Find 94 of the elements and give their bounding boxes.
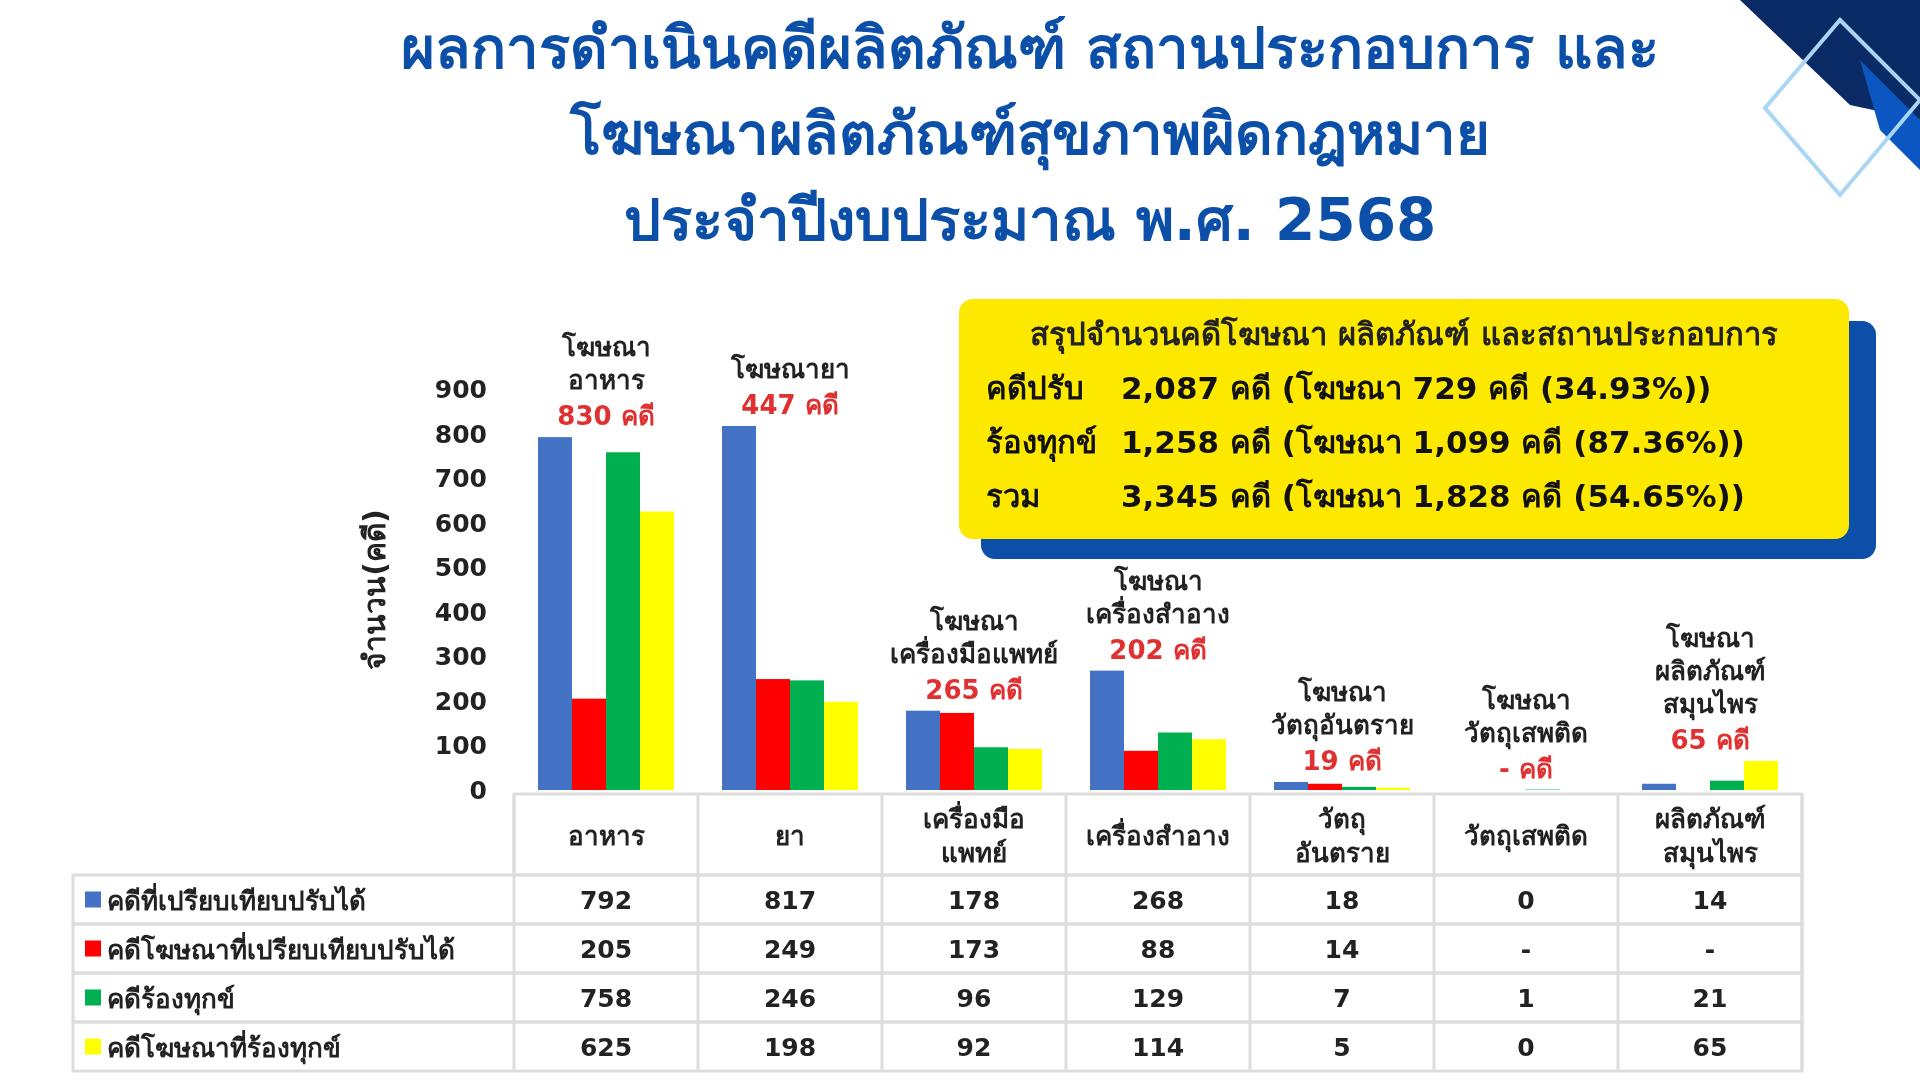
data-label: 792 [579,885,633,915]
data-label: 7 [1333,983,1351,1013]
bar [974,747,1008,790]
text: โฆษณายา [729,352,850,384]
annotation: 265 คดี [925,674,1023,705]
data-label: 758 [579,983,633,1013]
data-label: 246 [763,983,817,1013]
data-label: 625 [579,1032,633,1062]
x-tick-label: เครื่องมือ แพทย์ [923,799,1025,868]
x-tick-label: วัตถุเสพติด [1464,820,1588,853]
y-tick-label: 400 [434,597,487,627]
text: - [1520,934,1532,964]
legend-label: คดีโฆษณาที่ร้องทุกข์ [107,1028,341,1065]
bar [640,511,674,790]
bar [940,712,974,790]
data-label: 249 [763,934,817,964]
text: สรุปจำนวนคดีโฆษณา ผลิตภัณฑ์ และสถานประกอบการ [1030,316,1778,354]
annotation: โฆษณา ผลิตภัณฑ์ สมุนไพร [1654,622,1766,722]
bar [1710,780,1744,790]
y-axis-title: จำนวน(คดี) [357,509,392,670]
bar [1342,786,1376,790]
bar [824,701,858,790]
bar [1008,749,1042,790]
data-label: 129 [1131,983,1185,1013]
annotation: รวม [986,478,1040,514]
data-label: 65 [1692,1032,1728,1062]
y-tick-label: 0 [469,776,487,805]
annotation: 447 คดี [741,389,839,420]
bar [1158,732,1192,790]
annotation: - คดี [1499,753,1553,784]
data-label: 88 [1140,934,1176,964]
bar [790,680,824,790]
bar [1308,783,1342,790]
y-tick-label: 100 [434,731,487,761]
annotation: โฆษณา วัตถุอันตราย [1270,675,1414,742]
annotation: 65 คดี [1670,725,1750,756]
data-label: 14 [1324,934,1360,964]
annotation: โฆษณา วัตถุเสพติด [1464,683,1588,750]
annotation: 830 คดี [557,401,655,432]
annotation: 1,258 คดี (โฆษณา 1,099 คดี (87.36%)) [1121,424,1745,460]
annotation: คดีปรับ [986,370,1084,406]
bar [906,710,940,790]
data-label: 205 [579,934,633,964]
bar [1274,781,1308,790]
data-label: 268 [1131,885,1185,915]
y-tick-label: 800 [434,419,487,449]
data-label: 92 [956,1032,992,1062]
y-tick-label: 900 [434,375,487,404]
data-label: 114 [1131,1032,1185,1062]
bar [1642,783,1676,790]
y-tick-label: 700 [434,464,487,494]
x-tick-label: วัตถุ อันตราย [1294,803,1390,868]
data-label: 5 [1333,1032,1351,1062]
data-label: 0 [1517,1032,1535,1062]
data-label: 178 [947,885,1001,915]
bar [572,698,606,790]
y-tick-label: 600 [434,508,487,538]
bar [1744,761,1778,790]
bar [1192,739,1226,790]
x-tick-label: ผลิตภัณฑ์ สมุนไพร [1654,803,1766,870]
data-label: 14 [1692,885,1728,915]
data-label: 173 [947,934,1001,964]
data-label: 21 [1692,983,1728,1013]
annotation: 3,345 คดี (โฆษณา 1,828 คดี (54.65%)) [1121,478,1745,514]
data-label: 198 [763,1032,817,1062]
annotation: โฆษณา เครื่องสำอาง [1086,564,1230,629]
data-label: 817 [763,885,817,915]
annotation: 202 คดี [1109,634,1207,665]
annotation: 2,087 คดี (โฆษณา 729 คดี (34.93%)) [1121,370,1712,406]
annotation: โฆษณา เครื่องมือแพทย์ [890,604,1058,669]
legend-label: คดีโฆษณาที่เปรียบเทียบปรับได้ [107,930,455,965]
data-label: 0 [1517,885,1535,915]
legend-label: คดีร้องทุกข์ [107,983,235,1016]
bar [606,452,640,790]
bar [1124,750,1158,790]
annotation: 19 คดี [1302,745,1382,776]
bar [1090,670,1124,790]
text: - [1704,934,1716,964]
bar [722,425,756,790]
y-tick-label: 200 [434,686,487,716]
data-label: 96 [956,983,992,1013]
x-tick-label: อาหาร [567,820,645,851]
data-label: 1 [1517,983,1535,1013]
bar [756,679,790,790]
annotation: ร้องทุกข์ [986,424,1097,462]
bar [538,437,572,790]
data-label: 18 [1324,885,1360,915]
x-tick-label: ยา [775,820,805,851]
y-tick-label: 500 [434,553,487,583]
y-tick-label: 300 [434,642,487,672]
x-tick-label: เครื่องสำอาง [1086,816,1230,851]
chart-title: ผลการดำเนินคดีผลิตภัณฑ์ สถานประกอบการ และ โฆษณาผลิตภัณฑ์สุขภาพผิดกฎหมาย ประจำปีงบประมาณ พ.ศ. 2568 [401,14,1659,254]
annotation: โฆษณา อาหาร [560,331,651,396]
legend-label: คดีที่เปรียบเทียบปรับได้ [107,881,366,916]
